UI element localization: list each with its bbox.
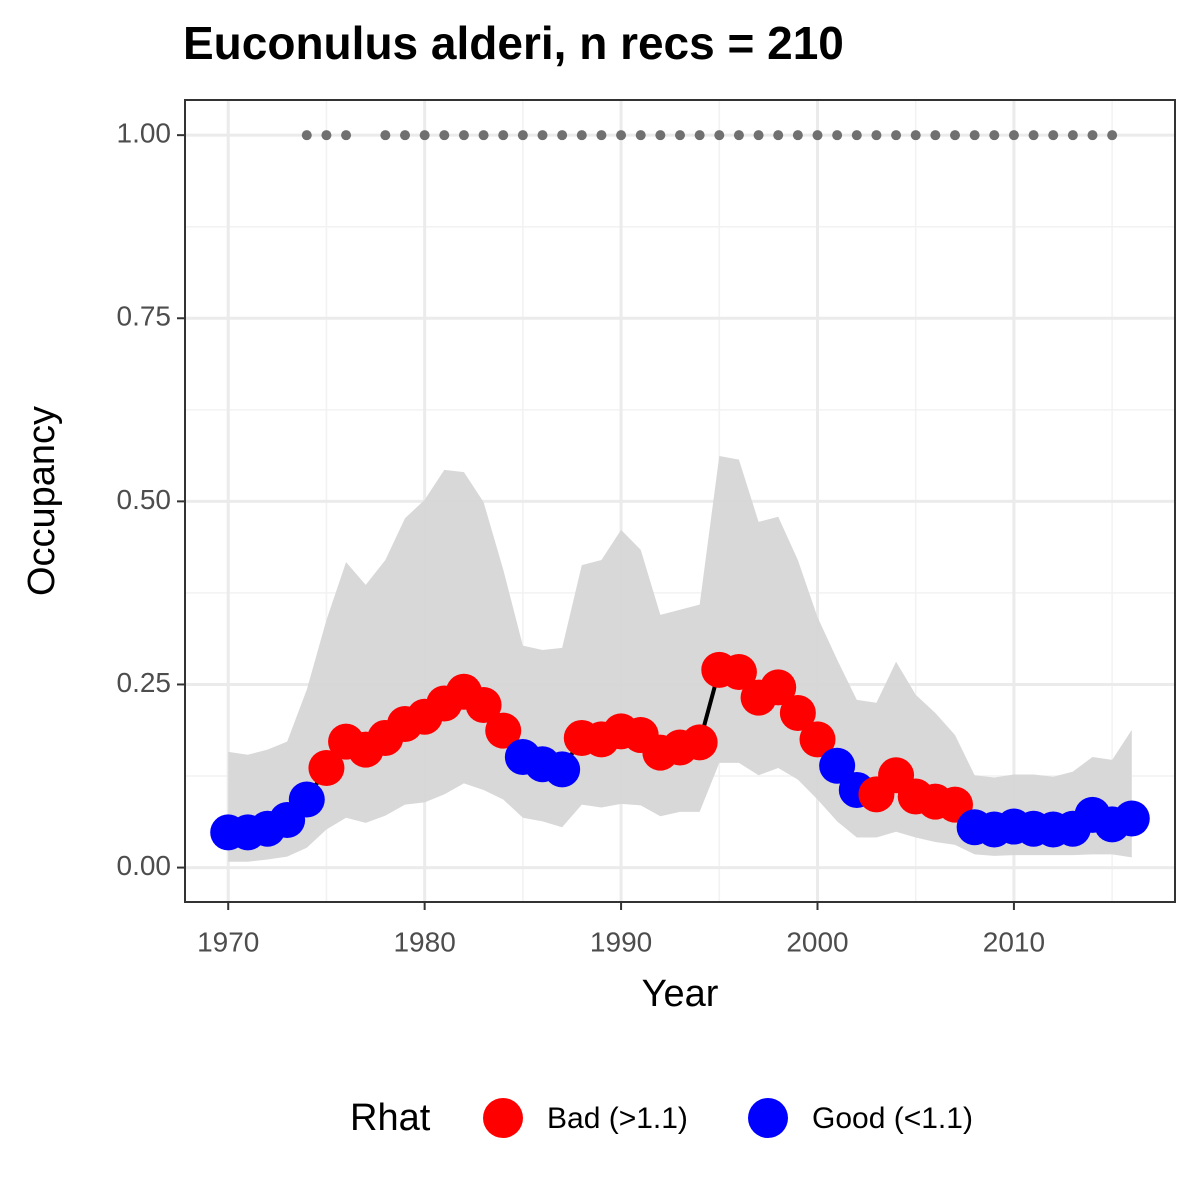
record-dot <box>635 130 646 141</box>
record-dot <box>478 130 489 141</box>
record-dot <box>675 130 685 141</box>
y-tick-label: 0.75 <box>117 301 172 332</box>
record-dot <box>714 130 725 141</box>
record-dot <box>576 130 587 141</box>
chart-title: Euconulus alderi, n recs = 210 <box>183 17 844 69</box>
record-dot <box>871 130 882 141</box>
x-tick-label: 1970 <box>197 926 259 957</box>
legend-label: Bad (>1.1) <box>547 1102 688 1135</box>
record-dot <box>851 130 862 141</box>
y-tick-label: 0.25 <box>117 667 172 698</box>
point <box>779 695 816 732</box>
record-dot <box>517 130 528 141</box>
point <box>308 749 345 786</box>
credible-band <box>228 455 1132 862</box>
record-dot <box>989 130 1000 141</box>
point <box>760 669 797 706</box>
point <box>799 721 836 758</box>
record-dot <box>616 130 627 141</box>
point <box>720 654 757 691</box>
record-dot <box>596 130 607 141</box>
legend-label: Good (<1.1) <box>812 1102 973 1135</box>
point <box>681 724 718 761</box>
record-dot <box>753 130 764 141</box>
y-tick-label: 0.00 <box>117 850 172 881</box>
record-dot <box>380 130 391 141</box>
record-dot <box>537 130 548 141</box>
point <box>1113 800 1150 837</box>
legend-swatch <box>748 1098 788 1138</box>
record-dot <box>891 130 902 141</box>
record-dot <box>733 130 744 141</box>
record-dot <box>400 130 410 141</box>
point <box>819 747 856 784</box>
record-dot <box>557 130 568 141</box>
record-dot <box>812 130 823 141</box>
record-dot <box>773 130 784 141</box>
legend-title: Rhat <box>350 1097 431 1139</box>
record-dot <box>950 130 960 141</box>
record-dot <box>439 130 450 141</box>
point <box>465 686 502 723</box>
record-dot <box>1107 130 1118 141</box>
record-dot <box>655 130 666 141</box>
record-dot <box>1048 130 1059 141</box>
x-tick-label: 1980 <box>393 926 455 957</box>
record-dot <box>301 130 312 141</box>
record-dot <box>321 130 332 141</box>
record-dot <box>969 130 980 141</box>
record-dot <box>458 130 469 141</box>
record-dot <box>1087 130 1098 141</box>
record-dot <box>1028 130 1039 141</box>
record-dot <box>832 130 843 141</box>
point <box>485 712 522 749</box>
point <box>288 781 325 818</box>
y-axis-title: Occupancy <box>21 406 63 596</box>
y-tick-label: 1.00 <box>117 118 172 149</box>
x-axis-title: Year <box>642 973 719 1015</box>
record-dot <box>792 130 803 141</box>
point <box>544 751 581 788</box>
record-dot <box>694 130 705 141</box>
panel-border <box>184 99 1176 903</box>
legend-swatch <box>483 1098 523 1138</box>
record-dot <box>930 130 941 141</box>
record-dot <box>1067 130 1078 141</box>
x-tick-label: 1990 <box>590 926 652 957</box>
record-dot <box>1008 130 1019 141</box>
y-tick-label: 0.50 <box>117 484 172 515</box>
record-dot <box>419 130 430 141</box>
record-dot <box>341 130 352 141</box>
x-tick-label: 2000 <box>786 926 848 957</box>
record-dot <box>910 130 921 141</box>
record-dot <box>498 130 509 141</box>
x-tick-label: 2010 <box>983 926 1045 957</box>
